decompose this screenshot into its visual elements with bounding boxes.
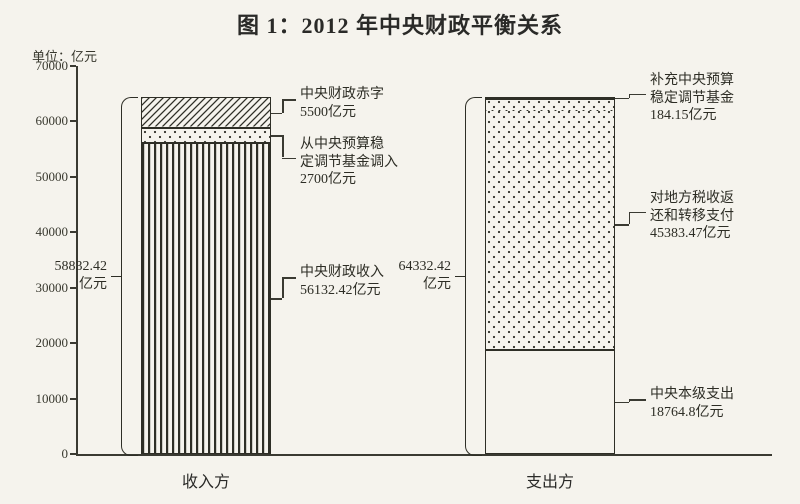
leader-line bbox=[271, 298, 282, 300]
leader-line bbox=[629, 212, 631, 225]
y-tick bbox=[70, 65, 76, 67]
y-tick-label: 40000 bbox=[10, 224, 68, 240]
leader-line bbox=[629, 399, 646, 401]
leader-line bbox=[615, 402, 629, 404]
segment-label-exp_reserve: 补充中央预算 稳定调节基金 184.15亿元 bbox=[650, 72, 734, 125]
leader-line bbox=[282, 99, 296, 101]
segment-label-income_main: 中央财政收入 56132.42亿元 bbox=[300, 264, 384, 299]
bar-segment-income_fund bbox=[141, 128, 271, 143]
segment-label-income_fund: 从中央预算稳 定调节基金调入 2700亿元 bbox=[300, 136, 398, 189]
segment-label-exp_transfer: 对地方税收返 还和转移支付 45383.47亿元 bbox=[650, 190, 734, 243]
x-category-label: 支出方 bbox=[510, 468, 590, 492]
brace bbox=[121, 97, 138, 456]
y-tick-label: 10000 bbox=[10, 391, 68, 407]
leader-line bbox=[271, 135, 282, 137]
leader-line bbox=[615, 224, 629, 226]
y-tick-label: 60000 bbox=[10, 113, 68, 129]
y-tick bbox=[70, 176, 76, 178]
leader-line bbox=[282, 277, 284, 298]
x-category-label: 收入方 bbox=[166, 468, 246, 492]
chart-title: 图 1：2012 年中央财政平衡关系 bbox=[0, 8, 800, 40]
y-tick bbox=[70, 342, 76, 344]
brace-label: 64332.42 亿元 bbox=[379, 258, 451, 294]
leader-line bbox=[282, 277, 296, 279]
y-tick bbox=[70, 398, 76, 400]
brace bbox=[465, 97, 482, 456]
brace-label: 58832.42 亿元 bbox=[35, 258, 107, 294]
bar-segment-exp_central bbox=[485, 350, 615, 454]
leader-line bbox=[282, 135, 284, 157]
leader-line bbox=[615, 98, 629, 100]
y-tick-label: 20000 bbox=[10, 335, 68, 351]
segment-label-income_deficit: 中央财政赤字 5500亿元 bbox=[300, 86, 384, 121]
leader-line bbox=[629, 94, 646, 96]
leader-line bbox=[271, 113, 282, 115]
bar-segment-exp_transfer bbox=[485, 98, 615, 350]
y-tick bbox=[70, 231, 76, 233]
y-tick bbox=[70, 120, 76, 122]
y-tick-label: 50000 bbox=[10, 169, 68, 185]
leader-line bbox=[282, 99, 284, 113]
brace-tip bbox=[111, 276, 121, 278]
y-tick bbox=[70, 453, 76, 455]
brace-tip bbox=[455, 276, 465, 278]
bar-segment-exp_reserve bbox=[485, 97, 615, 100]
segment-label-exp_central: 中央本级支出 18764.8亿元 bbox=[650, 386, 734, 421]
bar-segment-income_deficit bbox=[141, 97, 271, 127]
bar-segment-income_main bbox=[141, 143, 271, 454]
y-tick-label: 0 bbox=[10, 446, 68, 462]
y-tick-label: 70000 bbox=[10, 58, 68, 74]
leader-line bbox=[282, 158, 296, 160]
leader-line bbox=[629, 212, 646, 214]
